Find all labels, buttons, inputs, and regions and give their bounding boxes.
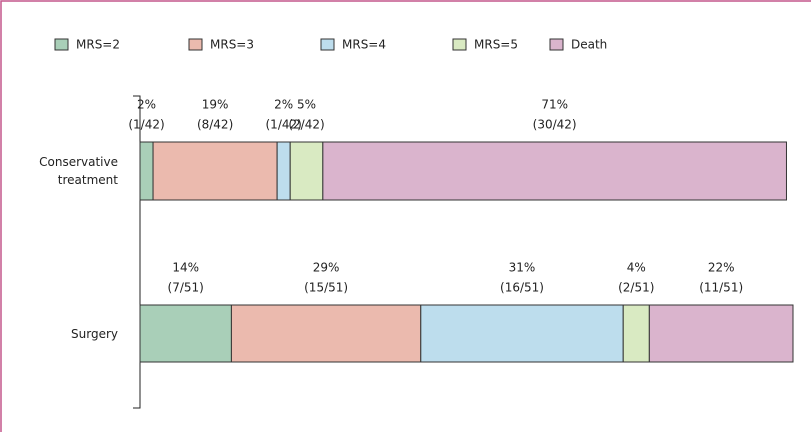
legend-swatch	[549, 38, 564, 51]
value-label: 4%	[627, 261, 646, 275]
bar-segment	[276, 141, 291, 201]
axis-line	[133, 95, 141, 409]
legend-label: MRS=5	[474, 38, 518, 52]
count-label: (30/42)	[533, 118, 577, 132]
legend-label: MRS=3	[210, 38, 254, 52]
value-label: 31%	[509, 261, 536, 275]
value-label: 29%	[313, 261, 340, 275]
count-label: (7/51)	[168, 281, 204, 295]
bar-segment	[648, 304, 794, 363]
count-label: (8/42)	[197, 118, 233, 132]
count-label: (16/51)	[500, 281, 544, 295]
category-label: Conservative treatment	[39, 155, 118, 187]
value-label: 2%	[274, 98, 293, 112]
count-label: (2/51)	[618, 281, 654, 295]
legend-swatch	[54, 38, 69, 51]
legend-label: Death	[571, 38, 607, 52]
bar-segment	[289, 141, 324, 201]
bar-segment	[622, 304, 650, 363]
legend-label: MRS=4	[342, 38, 386, 52]
value-label: 19%	[202, 98, 229, 112]
bar-segment	[139, 304, 232, 363]
legend-swatch	[320, 38, 335, 51]
count-label: (15/51)	[304, 281, 348, 295]
bar-segment	[322, 141, 787, 201]
value-label: 22%	[708, 261, 735, 275]
count-label: (1/42)	[266, 118, 302, 132]
legend-swatch	[452, 38, 467, 51]
value-label: 71%	[541, 98, 568, 112]
category-label: Surgery	[71, 326, 118, 341]
bar-segment	[230, 304, 422, 363]
value-label: 2%	[137, 98, 156, 112]
count-label: (11/51)	[699, 281, 743, 295]
legend-swatch	[188, 38, 203, 51]
legend-label: MRS=2	[76, 38, 120, 52]
value-label: 5%	[297, 98, 316, 112]
count-label: (2/42)	[288, 118, 324, 132]
count-label: (1/42)	[128, 118, 164, 132]
bar-segment	[420, 304, 624, 363]
bar-segment	[139, 141, 154, 201]
value-label: 14%	[172, 261, 199, 275]
bar-segment	[152, 141, 278, 201]
